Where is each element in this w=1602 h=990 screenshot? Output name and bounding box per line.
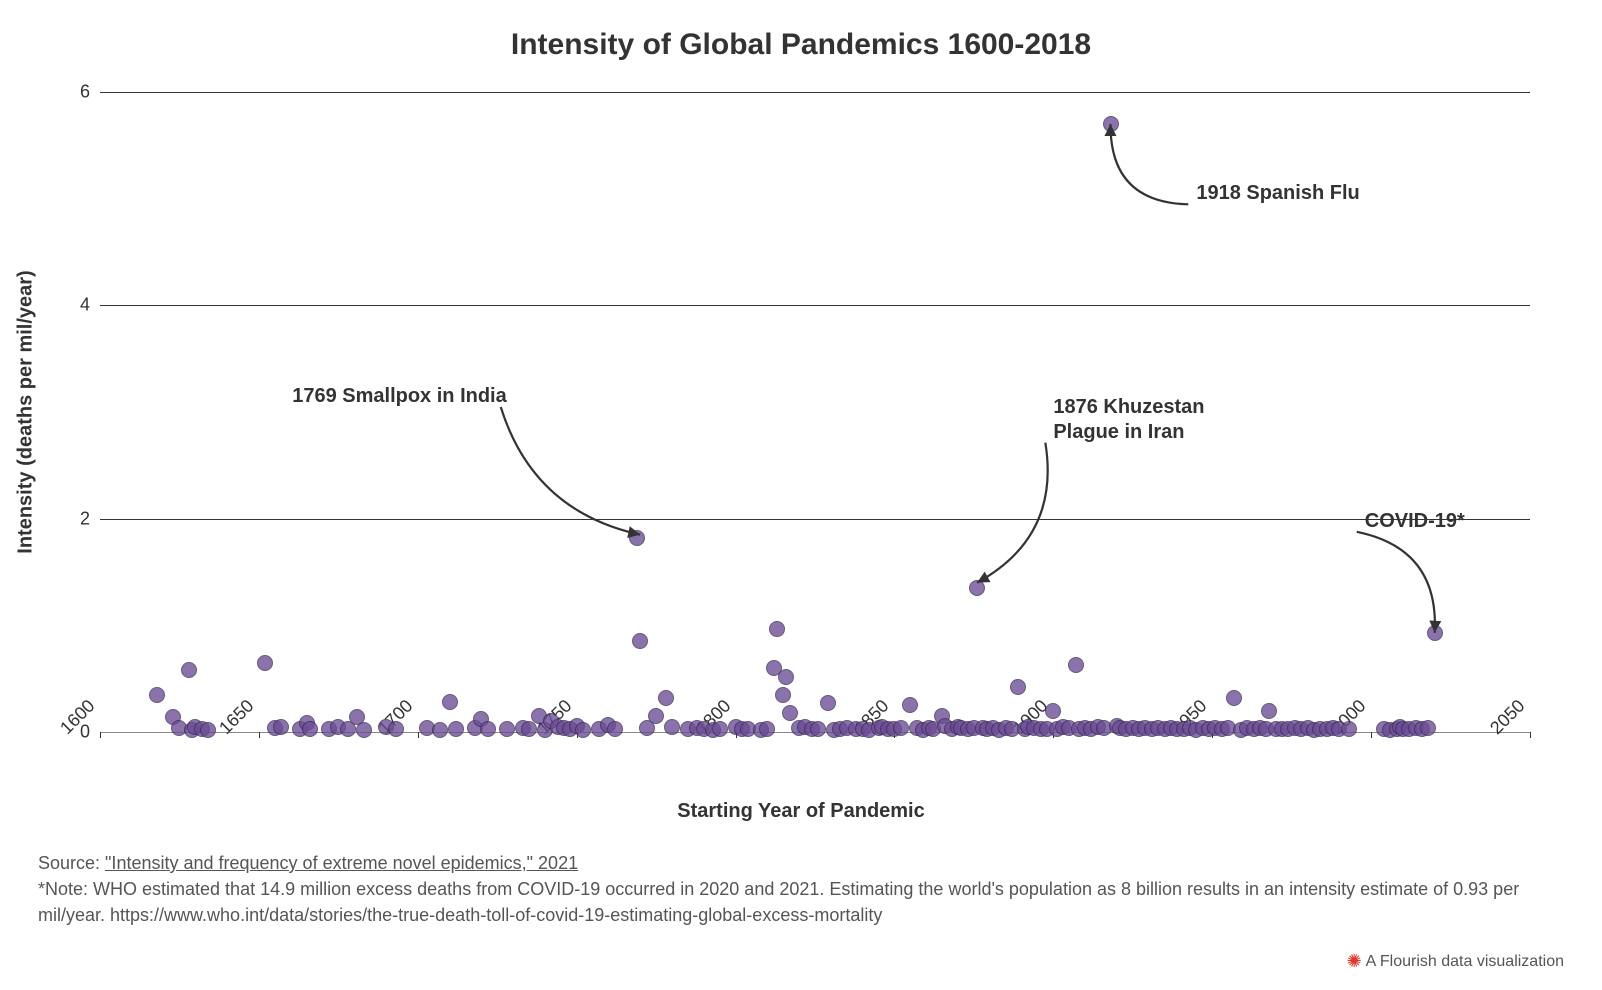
- annotation-label: 1769 Smallpox in India: [292, 384, 507, 409]
- data-point[interactable]: [893, 720, 909, 736]
- chart-container: Intensity of Global Pandemics 1600-2018 …: [0, 0, 1602, 990]
- data-point[interactable]: [632, 633, 648, 649]
- data-point[interactable]: [1226, 690, 1242, 706]
- data-point[interactable]: [273, 719, 289, 735]
- data-point[interactable]: [480, 721, 496, 737]
- data-point[interactable]: [1068, 657, 1084, 673]
- data-point[interactable]: [782, 705, 798, 721]
- annotation-label: 1918 Spanish Flu: [1196, 181, 1359, 206]
- data-point[interactable]: [664, 719, 680, 735]
- y-tick-label: 6: [50, 82, 100, 103]
- data-point[interactable]: [1045, 703, 1061, 719]
- x-tick-mark: [100, 732, 101, 738]
- data-point[interactable]: [149, 687, 165, 703]
- x-tick-mark: [259, 732, 260, 738]
- source-prefix: Source:: [38, 853, 105, 873]
- data-point[interactable]: [810, 721, 826, 737]
- plot-area: 0246160016501700175018001850190019502000…: [100, 92, 1530, 732]
- footnote: *Note: WHO estimated that 14.9 million e…: [38, 879, 1519, 925]
- y-gridline: [100, 92, 1530, 93]
- data-point[interactable]: [775, 687, 791, 703]
- data-point[interactable]: [712, 721, 728, 737]
- data-point[interactable]: [1103, 116, 1119, 132]
- x-tick-mark: [1530, 732, 1531, 738]
- data-point[interactable]: [356, 722, 372, 738]
- data-point[interactable]: [575, 722, 591, 738]
- data-point[interactable]: [969, 580, 985, 596]
- x-tick-label: 2050: [1472, 696, 1529, 753]
- flourish-icon: ✺: [1347, 951, 1362, 971]
- x-tick-mark: [418, 732, 419, 738]
- data-point[interactable]: [442, 694, 458, 710]
- data-point[interactable]: [769, 621, 785, 637]
- data-point[interactable]: [200, 722, 216, 738]
- data-point[interactable]: [629, 530, 645, 546]
- credit-text: A Flourish data visualization: [1366, 953, 1564, 970]
- data-point[interactable]: [820, 695, 836, 711]
- x-axis-label: Starting Year of Pandemic: [0, 800, 1602, 823]
- y-tick-label: 4: [50, 295, 100, 316]
- data-point[interactable]: [1420, 720, 1436, 736]
- source-footer: Source: "Intensity and frequency of extr…: [38, 850, 1564, 928]
- x-tick-mark: [1371, 732, 1372, 738]
- y-gridline: [100, 519, 1530, 520]
- source-link[interactable]: "Intensity and frequency of extreme nove…: [105, 853, 578, 873]
- data-point[interactable]: [648, 708, 664, 724]
- chart-title: Intensity of Global Pandemics 1600-2018: [0, 28, 1602, 62]
- y-gridline: [100, 305, 1530, 306]
- credit[interactable]: ✺A Flourish data visualization: [1347, 951, 1564, 972]
- data-point[interactable]: [759, 721, 775, 737]
- y-axis-label: Intensity (deaths per mil/year): [15, 270, 38, 553]
- data-point[interactable]: [302, 721, 318, 737]
- data-point[interactable]: [1261, 703, 1277, 719]
- data-point[interactable]: [778, 669, 794, 685]
- data-point[interactable]: [1341, 721, 1357, 737]
- annotation-label: COVID-19*: [1365, 509, 1465, 534]
- data-point[interactable]: [1010, 679, 1026, 695]
- data-point[interactable]: [499, 721, 515, 737]
- data-point[interactable]: [1427, 625, 1443, 641]
- data-point[interactable]: [607, 721, 623, 737]
- data-point[interactable]: [432, 722, 448, 738]
- data-point[interactable]: [181, 662, 197, 678]
- data-point[interactable]: [658, 690, 674, 706]
- data-point[interactable]: [388, 721, 404, 737]
- data-point[interactable]: [257, 655, 273, 671]
- annotation-label: 1876 KhuzestanPlague in Iran: [1053, 395, 1204, 445]
- y-tick-label: 2: [50, 508, 100, 529]
- data-point[interactable]: [448, 721, 464, 737]
- data-point[interactable]: [902, 697, 918, 713]
